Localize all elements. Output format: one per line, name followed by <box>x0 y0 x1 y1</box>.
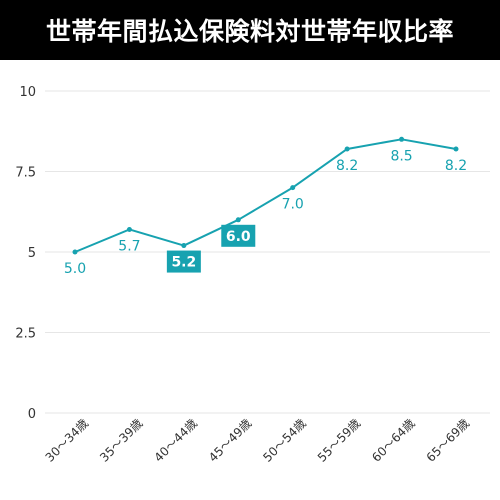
x-tick-label: 45～49歳 <box>206 416 254 464</box>
data-label: 7.0 <box>282 197 304 213</box>
x-tick-label: 55～59歳 <box>315 416 363 464</box>
data-point <box>290 185 296 191</box>
x-tick-label: 35～39歳 <box>97 416 145 464</box>
data-label: 6.0 <box>226 229 251 245</box>
data-label: 8.2 <box>336 158 358 174</box>
data-point <box>235 217 241 223</box>
y-tick-label: 10 <box>19 85 36 100</box>
y-tick-label: 2.5 <box>15 327 36 342</box>
x-tick-label: 30～34歳 <box>43 416 91 464</box>
series-line <box>74 138 457 253</box>
data-point <box>181 243 187 249</box>
data-label: 8.2 <box>445 158 467 174</box>
data-label: 5.0 <box>64 261 86 277</box>
data-label: 8.5 <box>390 148 412 164</box>
data-label-highlight <box>166 250 201 273</box>
data-point <box>453 146 459 152</box>
title-bar: 世帯年間払込保険料対世帯年収比率 <box>0 0 500 60</box>
x-tick-label: 60～64歳 <box>369 416 417 464</box>
data-point <box>344 146 350 152</box>
x-tick-label: 50～54歳 <box>260 416 308 464</box>
data-point <box>72 249 78 255</box>
data-label: 5.7 <box>118 238 140 254</box>
y-tick-label: 0 <box>28 407 36 422</box>
y-tick-label: 7.5 <box>15 166 36 181</box>
x-tick-label: 65～69歳 <box>424 416 472 464</box>
data-label: 5.2 <box>171 255 196 271</box>
data-label-highlight <box>221 224 256 247</box>
data-point <box>126 226 132 232</box>
data-point <box>399 136 405 142</box>
chart-title: 世帯年間払込保険料対世帯年収比率 <box>45 17 454 46</box>
y-tick-label: 5 <box>28 246 36 261</box>
x-tick-label: 40～44歳 <box>152 416 200 464</box>
